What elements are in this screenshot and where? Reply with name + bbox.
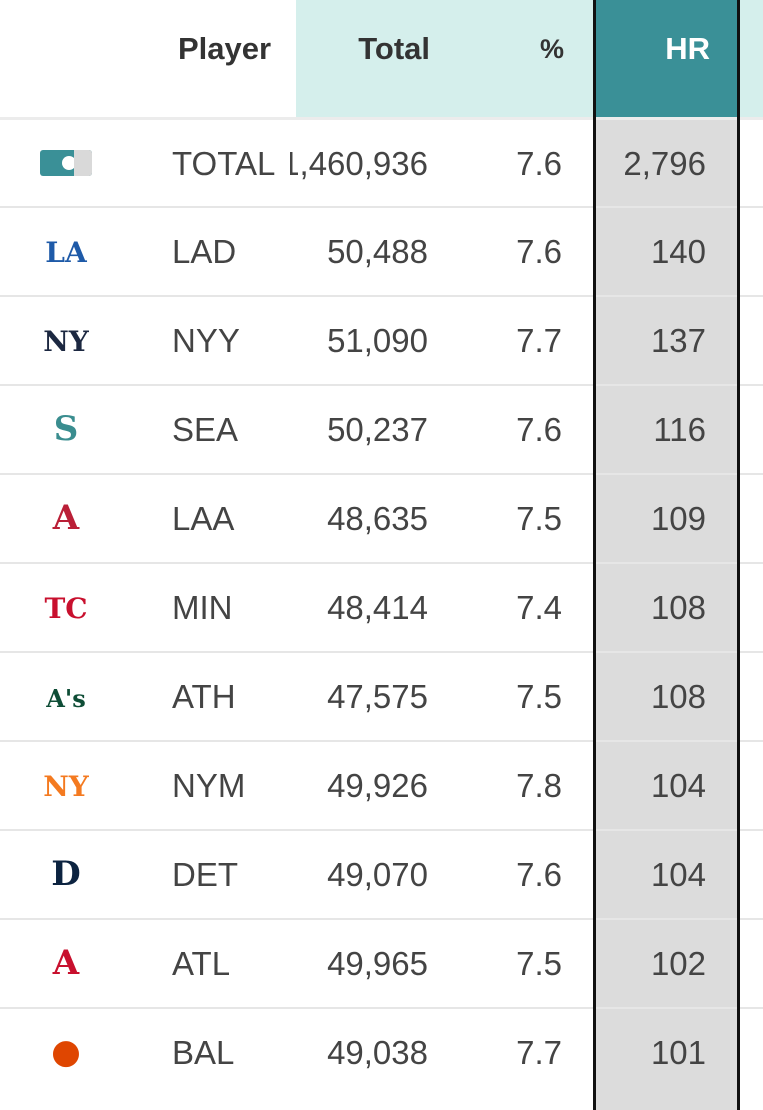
- pct-value: 7.5: [516, 500, 562, 537]
- angels-logo-icon: A: [38, 491, 94, 545]
- hr-value: 101: [650, 1034, 706, 1071]
- tigers-logo-icon: D: [38, 847, 94, 901]
- hr-value: 137: [650, 322, 706, 359]
- hr-value: 2,796: [623, 145, 706, 182]
- column-header-player[interactable]: Player: [178, 31, 272, 66]
- team-name: ATL: [172, 945, 231, 982]
- table-row[interactable]: NY NYY 51,090 7.7 137: [0, 295, 763, 384]
- table-row[interactable]: LA LAD 50,488 7.6 140: [0, 206, 763, 295]
- hr-value: 140: [650, 233, 706, 270]
- team-logo-glyph: D: [51, 854, 81, 894]
- pct-value: 7.7: [516, 322, 562, 359]
- mariners-logo-icon: S: [38, 402, 94, 456]
- total-value: 49,038: [327, 1034, 428, 1071]
- pct-value: 7.4: [516, 589, 562, 626]
- table-row[interactable]: A ATL 49,965 7.5 102: [0, 918, 763, 1007]
- next-column-header-background: [740, 0, 763, 117]
- total-value: 1,460,936: [290, 145, 428, 182]
- pct-value: 7.6: [516, 411, 562, 448]
- hr-value: 108: [650, 678, 706, 715]
- pct-value: 7.5: [516, 945, 562, 982]
- hr-value: 108: [650, 589, 706, 626]
- team-logo-glyph: TC: [44, 592, 88, 625]
- braves-logo-icon: A: [38, 936, 94, 990]
- team-logo-glyph: A: [52, 943, 80, 983]
- team-name: ATH: [172, 678, 236, 715]
- team-name: LAA: [172, 500, 235, 537]
- column-header-pct[interactable]: %: [539, 34, 564, 64]
- team-logo-glyph: A's: [46, 684, 86, 713]
- table-body: TOTAL 1,460,936 7.6 2,796 LA LAD 50,488 …: [0, 117, 763, 1096]
- table-row[interactable]: TOTAL 1,460,936 7.6 2,796: [0, 117, 763, 206]
- team-name: SEA: [172, 411, 239, 448]
- total-value: 48,414: [327, 589, 428, 626]
- mets-logo-icon: NY: [38, 758, 94, 812]
- team-name: TOTAL: [172, 145, 276, 182]
- team-logo-glyph: LA: [45, 236, 87, 269]
- yankees-logo-icon: NY: [38, 313, 94, 367]
- mlb-logo-icon: [38, 136, 94, 190]
- table-row[interactable]: NY NYM 49,926 7.8 104: [0, 740, 763, 829]
- team-name: LAD: [172, 233, 237, 270]
- column-header-total[interactable]: Total: [358, 31, 430, 66]
- team-logo-glyph: [40, 150, 92, 176]
- hr-value: 104: [650, 856, 706, 893]
- hr-header-background: [594, 0, 740, 117]
- total-value: 49,070: [327, 856, 428, 893]
- team-logo-glyph: NY: [43, 325, 89, 358]
- table-row[interactable]: S SEA 50,237 7.6 116: [0, 384, 763, 473]
- team-name: NYM: [172, 767, 246, 804]
- hr-column-border-right: [737, 0, 740, 1110]
- table-header: Player Total % HR: [0, 0, 763, 117]
- hr-column-border-left: [593, 0, 596, 1110]
- dodgers-logo-icon: LA: [38, 224, 94, 278]
- table-row[interactable]: ● BAL 49,038 7.7 101: [0, 1007, 763, 1096]
- hr-value: 104: [650, 767, 706, 804]
- team-logo-glyph: NY: [43, 770, 89, 803]
- pct-value: 7.5: [516, 678, 562, 715]
- athletics-logo-icon: A's: [38, 669, 94, 723]
- pct-value: 7.6: [516, 856, 562, 893]
- column-header-hr[interactable]: HR: [665, 31, 710, 66]
- table-row[interactable]: TC MIN 48,414 7.4 108: [0, 562, 763, 651]
- total-value: 50,488: [327, 233, 428, 270]
- pct-value: 7.6: [516, 145, 562, 182]
- pct-value: 7.6: [516, 233, 562, 270]
- total-value: 47,575: [327, 678, 428, 715]
- hr-column-highlight: [594, 117, 740, 1110]
- hr-value: 102: [650, 945, 706, 982]
- table-row[interactable]: D DET 49,070 7.6 104: [0, 829, 763, 918]
- team-logo-glyph: A: [52, 498, 80, 538]
- total-value: 50,237: [327, 411, 428, 448]
- table-row[interactable]: A LAA 48,635 7.5 109: [0, 473, 763, 562]
- team-name: MIN: [172, 589, 233, 626]
- team-name: DET: [172, 856, 238, 893]
- team-name: NYY: [172, 322, 240, 359]
- hr-value: 109: [650, 500, 706, 537]
- total-value: 51,090: [327, 322, 428, 359]
- total-value: 48,635: [327, 500, 428, 537]
- table-row[interactable]: A's ATH 47,575 7.5 108: [0, 651, 763, 740]
- total-value: 49,926: [327, 767, 428, 804]
- pct-value: 7.7: [516, 1034, 562, 1071]
- total-value: 49,965: [327, 945, 428, 982]
- team-logo-glyph: S: [53, 409, 79, 449]
- twins-logo-icon: TC: [38, 580, 94, 634]
- total-header-background: [296, 0, 594, 117]
- pct-value: 7.8: [516, 767, 562, 804]
- team-name: BAL: [172, 1034, 235, 1071]
- hr-value: 116: [653, 411, 706, 448]
- team-logo-glyph: ●: [51, 1032, 81, 1072]
- orioles-logo-icon: ●: [38, 1025, 94, 1079]
